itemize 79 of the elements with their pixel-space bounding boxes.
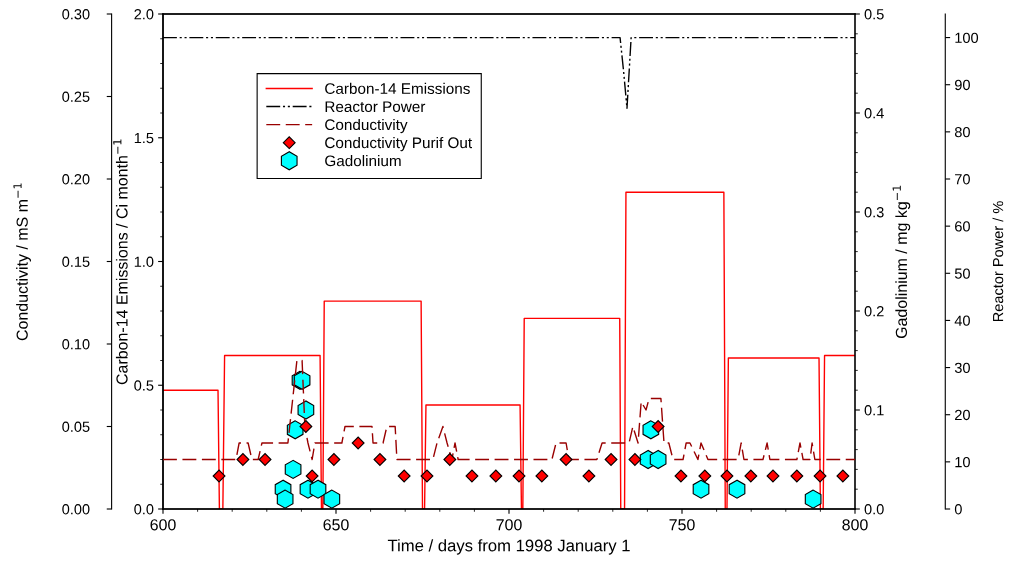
point — [420, 469, 434, 483]
point — [674, 469, 688, 483]
y-tick-label: 0.0 — [134, 504, 154, 515]
y-tick-label: 0.20 — [62, 174, 90, 185]
y-axis-title: Conductivity / mS m$^{−1}$ — [13, 183, 31, 341]
y2-tick-label: 0.2 — [864, 306, 884, 317]
x-tick-label: 750 — [669, 519, 695, 531]
point — [351, 436, 365, 450]
y3-tick-label: 40 — [954, 315, 970, 326]
y-tick-label: 2.0 — [134, 9, 154, 20]
point — [559, 453, 573, 466]
y-tick-label: 1.5 — [134, 133, 154, 144]
legend-label: Gadolinium — [325, 155, 401, 167]
y-axis-title: Carbon-14 Emissions / Ci month$^{−1}$ — [113, 139, 128, 385]
point — [790, 469, 804, 483]
point — [212, 469, 226, 483]
point — [284, 459, 302, 479]
y2-tick-label: 0.5 — [864, 9, 884, 20]
y-tick-label: 0.5 — [134, 380, 154, 391]
legend-label: Conductivity Purif Out — [325, 136, 472, 152]
legend-label: Carbon-14 Emissions — [325, 82, 470, 94]
point — [276, 489, 294, 509]
point — [512, 469, 526, 483]
y-tick-label: 0.15 — [62, 256, 90, 267]
x-tick-label: 700 — [496, 519, 522, 531]
y3-tick-label: 30 — [954, 362, 970, 373]
y-tick-label: 1.0 — [134, 256, 154, 267]
y3-tick-label: 90 — [954, 79, 970, 91]
point — [258, 453, 272, 466]
legend-label: Reactor Power — [325, 101, 426, 113]
y3-tick-label: 10 — [955, 456, 970, 468]
y2-tick-label: 0.1 — [864, 405, 884, 416]
x-axis-title: Time / days from 1998 January 1 — [387, 539, 630, 555]
y2-tick-label: 0.4 — [864, 108, 884, 119]
y3-tick-label: 0 — [954, 504, 962, 515]
point — [836, 469, 850, 483]
point — [698, 469, 712, 483]
y-tick-label: 0.30 — [62, 9, 90, 20]
x-tick-label: 600 — [150, 519, 176, 531]
y3-tick-label: 50 — [954, 268, 970, 279]
y2-axis-title: Gadolinium / mg kg$^{−1}$ — [892, 185, 911, 339]
point — [604, 453, 618, 466]
point — [720, 469, 734, 483]
point — [692, 479, 710, 499]
y3-tick-label: 20 — [955, 409, 970, 421]
point — [535, 469, 549, 483]
point — [465, 469, 479, 483]
x-tick-label: 650 — [323, 519, 349, 531]
y3-tick-label: 70 — [955, 174, 970, 185]
point — [373, 453, 387, 466]
point — [628, 453, 642, 466]
point — [236, 453, 250, 466]
point — [443, 453, 457, 466]
point — [744, 469, 758, 483]
y2-tick-label: 0.0 — [864, 504, 884, 515]
point — [397, 469, 411, 483]
point — [813, 469, 827, 483]
y3-tick-label: 60 — [955, 221, 970, 232]
y3-tick-label: 100 — [955, 32, 979, 43]
legend-label: Conductivity — [325, 118, 408, 134]
y-tick-label: 0.10 — [62, 339, 90, 350]
y-tick-label: 0.25 — [62, 91, 90, 102]
y3-tick-label: 80 — [954, 126, 970, 138]
x-tick-label: 800 — [842, 519, 868, 531]
point — [305, 469, 319, 483]
point — [728, 479, 746, 499]
point — [323, 489, 341, 509]
point — [766, 469, 780, 483]
point — [309, 479, 327, 499]
point — [327, 453, 341, 466]
y3-axis-title: Reactor Power / % — [992, 201, 1004, 322]
point — [489, 469, 503, 483]
y-tick-label: 0.05 — [62, 421, 90, 432]
point — [582, 469, 596, 483]
point — [299, 420, 313, 433]
point — [804, 489, 822, 509]
point — [649, 449, 667, 470]
y-tick-label: 0.00 — [62, 504, 90, 515]
y2-tick-label: 0.3 — [864, 207, 884, 218]
